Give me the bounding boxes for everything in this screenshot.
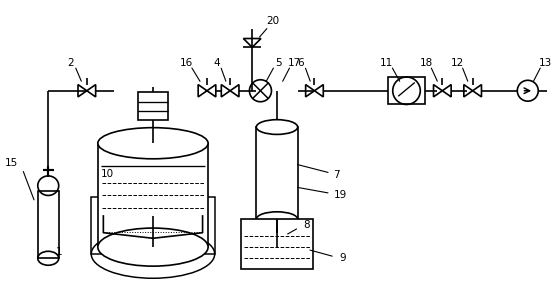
- Polygon shape: [442, 85, 451, 97]
- Text: 2: 2: [67, 58, 74, 68]
- Text: 1: 1: [56, 248, 63, 257]
- Text: 9: 9: [339, 254, 346, 263]
- Text: 16: 16: [179, 58, 193, 68]
- Text: 15: 15: [4, 158, 18, 168]
- Bar: [256, 127, 297, 219]
- Text: 11: 11: [380, 58, 393, 68]
- Polygon shape: [315, 85, 323, 97]
- Ellipse shape: [249, 80, 271, 102]
- Text: 12: 12: [451, 58, 465, 68]
- Text: 4: 4: [213, 58, 220, 68]
- Text: 18: 18: [420, 58, 433, 68]
- Ellipse shape: [98, 128, 208, 159]
- Text: 7: 7: [334, 170, 340, 180]
- Ellipse shape: [98, 228, 208, 266]
- Bar: [388, 78, 425, 104]
- Polygon shape: [277, 233, 286, 245]
- Ellipse shape: [517, 80, 538, 101]
- Text: 19: 19: [334, 190, 347, 200]
- Polygon shape: [230, 85, 239, 97]
- Text: 8: 8: [304, 220, 310, 230]
- Bar: [91, 197, 215, 254]
- Polygon shape: [464, 85, 473, 97]
- Polygon shape: [221, 85, 230, 97]
- Polygon shape: [243, 39, 261, 47]
- Text: 20: 20: [266, 16, 280, 26]
- Bar: [241, 219, 313, 269]
- Polygon shape: [207, 85, 216, 97]
- Ellipse shape: [256, 120, 297, 135]
- Polygon shape: [306, 85, 315, 97]
- Polygon shape: [433, 85, 442, 97]
- Polygon shape: [268, 233, 277, 245]
- Text: 6: 6: [297, 58, 304, 68]
- Polygon shape: [87, 85, 95, 97]
- Text: 10: 10: [100, 169, 114, 179]
- Bar: [138, 92, 168, 120]
- Ellipse shape: [256, 212, 297, 226]
- Bar: [98, 143, 208, 247]
- Text: 13: 13: [539, 58, 552, 68]
- Polygon shape: [473, 85, 482, 97]
- Text: 17: 17: [288, 58, 301, 68]
- Polygon shape: [78, 85, 87, 97]
- Bar: [38, 191, 59, 258]
- Text: 5: 5: [275, 58, 281, 68]
- Polygon shape: [198, 85, 207, 97]
